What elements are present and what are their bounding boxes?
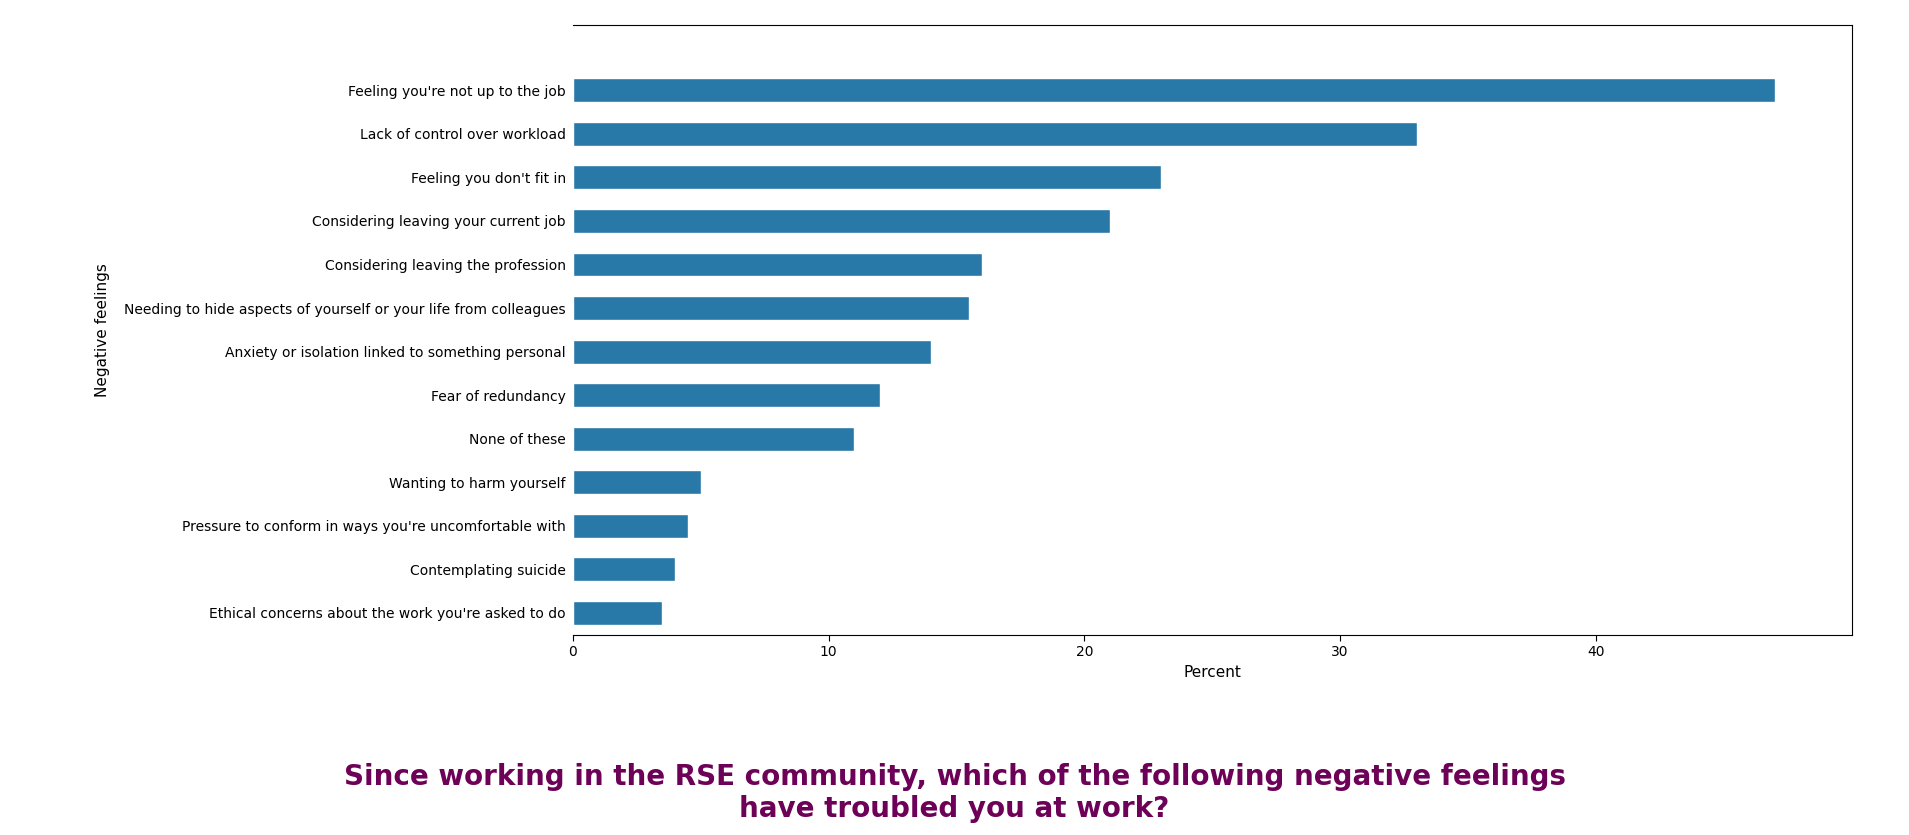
Bar — [573, 470, 701, 494]
Bar — [573, 514, 687, 538]
Text: Since working in the RSE community, which of the following negative feelings
hav: Since working in the RSE community, whic… — [344, 763, 1565, 823]
X-axis label: Percent: Percent — [1184, 665, 1241, 680]
Bar — [573, 601, 662, 625]
Y-axis label: Negative feelings: Negative feelings — [95, 263, 111, 397]
Bar — [573, 427, 853, 451]
Bar — [573, 296, 970, 320]
Bar — [573, 340, 932, 363]
Bar — [573, 383, 880, 407]
Bar — [573, 78, 1775, 103]
Bar — [573, 557, 676, 581]
Bar — [573, 165, 1161, 190]
Bar — [573, 209, 1109, 233]
Bar — [573, 252, 981, 276]
Bar — [573, 122, 1416, 146]
